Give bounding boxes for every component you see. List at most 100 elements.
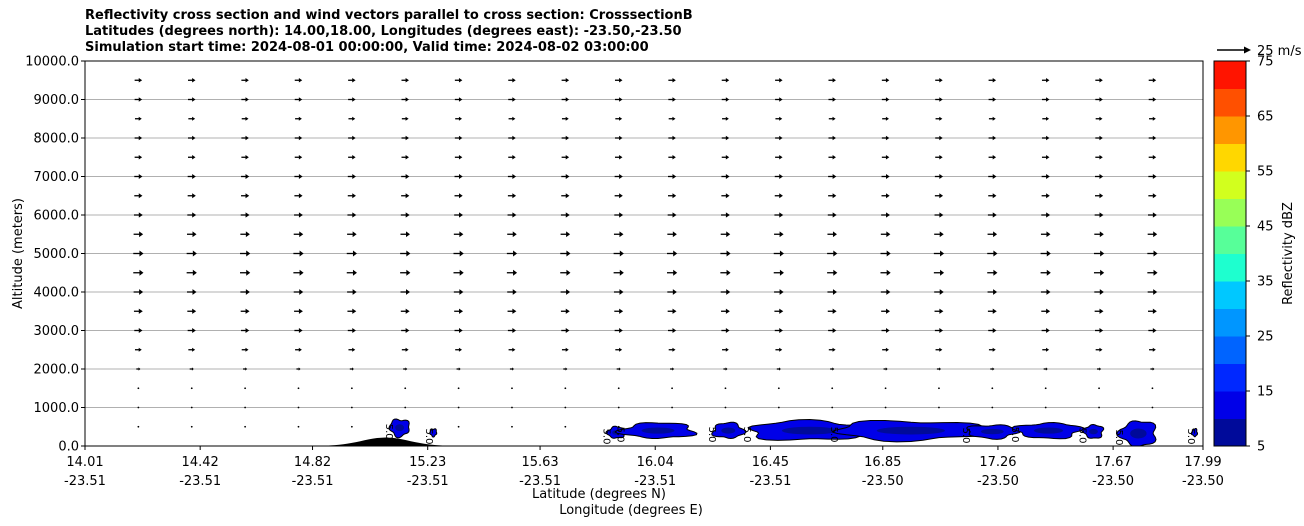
wind-vector xyxy=(188,347,196,352)
wind-vector xyxy=(935,347,943,352)
wind-vector-head xyxy=(779,78,783,83)
colorbar-segment xyxy=(1214,143,1246,172)
wind-vector-head xyxy=(352,250,357,257)
wind-vector-head xyxy=(1046,97,1050,102)
y-tick-label: 10000.0 xyxy=(25,55,79,70)
wind-vector xyxy=(988,174,997,179)
wind-vector-head xyxy=(725,193,730,199)
wind-vector-head xyxy=(192,212,197,218)
wind-vector-head xyxy=(512,289,517,295)
wind-vector xyxy=(186,250,197,257)
wind-vector-head xyxy=(1099,155,1103,160)
wind-vector-dot xyxy=(457,406,460,409)
wind-vector xyxy=(297,425,300,428)
wind-vector xyxy=(454,308,464,314)
wind-vector-head xyxy=(725,174,730,179)
wind-vector-head xyxy=(352,347,356,352)
wind-vector xyxy=(133,250,144,257)
wind-vector-dot xyxy=(1098,387,1100,390)
wind-vector xyxy=(186,289,197,295)
wind-vector-head xyxy=(352,135,356,141)
wind-vector-head xyxy=(405,78,409,83)
wind-vector-head xyxy=(992,308,997,314)
wind-vector-head xyxy=(298,135,303,141)
wind-vector xyxy=(188,116,196,121)
y-tick-label: 1000.0 xyxy=(34,401,80,416)
wind-vector-head xyxy=(1152,97,1157,102)
x-tick-label-longitude: -23.51 xyxy=(519,474,561,489)
wind-vector-head xyxy=(565,193,570,199)
contour-label: 5.0 xyxy=(1009,427,1020,443)
wind-vector xyxy=(987,212,997,218)
wind-vector xyxy=(454,155,463,160)
wind-vector-head xyxy=(138,367,141,371)
contour-label: 5.0 xyxy=(1113,430,1124,446)
wind-vector xyxy=(561,116,569,121)
wind-vector xyxy=(293,231,304,238)
wind-vector-head xyxy=(832,78,836,83)
wind-vector-head xyxy=(725,328,730,333)
wind-vector-head xyxy=(832,193,837,199)
wind-vector xyxy=(614,135,623,141)
wind-vector xyxy=(348,135,356,141)
terrain xyxy=(284,437,487,446)
wind-vector xyxy=(137,425,140,428)
y-tick-label: 7000.0 xyxy=(34,170,80,185)
wind-vector xyxy=(721,155,730,160)
wind-vector xyxy=(933,250,945,257)
wind-vector-head xyxy=(672,231,677,238)
wind-vector xyxy=(720,269,731,276)
wind-vector xyxy=(1094,231,1104,238)
wind-vector xyxy=(241,193,250,199)
wind-vector-head xyxy=(299,250,304,257)
wind-vector xyxy=(561,155,570,160)
wind-vector-head xyxy=(405,347,409,352)
wind-vector-head xyxy=(1046,174,1050,179)
wind-vector-head xyxy=(1046,269,1051,276)
wind-vector-dot xyxy=(831,406,834,409)
wind-vector xyxy=(297,406,300,409)
wind-vector-head xyxy=(885,155,890,160)
wind-vector xyxy=(561,174,570,179)
wind-vector-head xyxy=(1099,174,1104,179)
wind-vector xyxy=(1148,193,1157,199)
wind-vector-head xyxy=(992,135,997,141)
wind-vector xyxy=(827,250,838,257)
wind-vector-head xyxy=(1099,328,1104,333)
wind-vector xyxy=(613,289,624,295)
wind-vector-head xyxy=(940,250,945,257)
wind-vector-head xyxy=(459,289,464,295)
wind-vector-head xyxy=(619,250,624,257)
wind-vector-head xyxy=(298,78,303,83)
wind-vector xyxy=(1094,174,1104,179)
wind-vector xyxy=(400,250,411,257)
wind-vector xyxy=(295,347,302,352)
wind-vector xyxy=(190,406,193,409)
wind-vector xyxy=(136,367,141,371)
wind-vector xyxy=(881,97,890,102)
x-tick-label-longitude: -23.51 xyxy=(634,474,676,489)
wind-vector-head xyxy=(299,289,304,295)
wind-vector xyxy=(1044,387,1047,390)
wind-vector-head xyxy=(245,347,249,352)
wind-vector xyxy=(1095,78,1103,83)
wind-vector-head xyxy=(1046,78,1050,83)
wind-vector-head xyxy=(725,347,729,352)
colorbar-segment xyxy=(1214,198,1246,227)
wind-vector-head xyxy=(565,135,570,141)
wind-vector-head xyxy=(619,135,623,141)
wind-vector xyxy=(1041,135,1050,141)
wind-vector-head xyxy=(298,174,303,179)
reflectivity-echo: 5.0 xyxy=(1077,423,1105,444)
wind-vector-head xyxy=(992,174,997,179)
x-tick-label-latitude: 14.82 xyxy=(294,455,331,470)
wind-vector-head xyxy=(1046,155,1050,160)
wind-vector-head xyxy=(672,97,676,102)
wind-vector xyxy=(186,269,197,276)
wind-vector xyxy=(613,231,624,238)
colorbar-frame xyxy=(1213,60,1247,447)
wind-vector-head xyxy=(619,193,623,199)
wind-vector-head xyxy=(779,174,783,179)
wind-vector xyxy=(668,174,677,179)
wind-vector-head xyxy=(619,289,624,295)
